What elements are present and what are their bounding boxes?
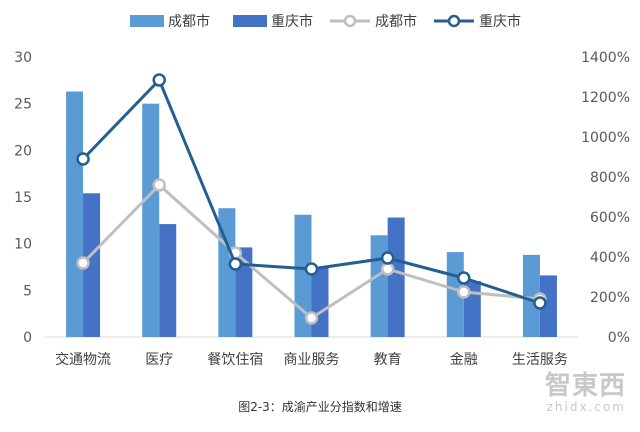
y-left-tick-label: 30 [14, 50, 32, 66]
watermark-main: 智東西 [544, 371, 626, 401]
y-right-tick-label: 800% [590, 170, 630, 186]
legend-label-bar-chongqing: 重庆市 [271, 13, 313, 30]
x-category-label: 金融 [450, 352, 478, 368]
line-point-chengdu [76, 256, 90, 270]
line-point-chongqing [152, 73, 166, 87]
bar-chengdu [142, 103, 160, 338]
chart-area: 0 5 10 15 20 25 30 0% 200% 400% 600% 800% 1000% 1200%… [14, 13, 630, 368]
bar-chengdu [522, 254, 540, 337]
line-point-chongqing [457, 271, 471, 285]
bar-chongqing [83, 193, 101, 337]
line-point-chongqing [533, 296, 547, 310]
bar-chongqing [387, 217, 405, 337]
line-point-chongqing [304, 262, 319, 276]
y-left-tick-label: 25 [14, 97, 32, 113]
watermark-sub: zhidx.com [546, 400, 626, 414]
y-right-tick-label: 600% [590, 210, 630, 226]
x-category-label: 交通物流 [55, 351, 111, 368]
bar-chengdu [370, 235, 388, 337]
line-point-chongqing [76, 152, 90, 166]
bar-chengdu [66, 91, 84, 338]
y-left-tick-label: 15 [14, 190, 32, 206]
legend-label-line-chongqing: 重庆市 [479, 13, 521, 30]
watermark-logo: 智東西 zhidx.com [545, 372, 626, 414]
x-category-label: 餐饮住宿 [207, 351, 263, 368]
line-point-chengdu [304, 311, 319, 325]
legend-swatch-bar-chengdu [130, 15, 164, 27]
line-point-chengdu [457, 285, 471, 299]
x-category-label: 商业服务 [284, 352, 340, 368]
y-right-tick-label: 0% [608, 330, 630, 346]
bar-chongqing [311, 267, 329, 337]
x-category-label: 医疗 [145, 352, 173, 368]
y-left-tick-label: 20 [14, 143, 32, 159]
bar-chongqing [235, 247, 253, 337]
line-point-chengdu [380, 262, 395, 276]
bar-chongqing [539, 275, 557, 337]
y-right-tick-label: 1000% [581, 130, 630, 146]
y-left-tick-label: 5 [23, 283, 32, 299]
figure-caption: 图2-3：成渝产业分指数和增速 [238, 400, 402, 414]
y-right-tick-label: 400% [590, 250, 630, 266]
line-point-chengdu [152, 178, 166, 192]
legend-marker-line-chongqing [447, 14, 461, 28]
legend-label-line-chengdu: 成都市 [375, 13, 417, 30]
bar-chongqing [159, 224, 177, 337]
y-right-tick-label: 1400% [581, 50, 630, 66]
x-category-label: 教育 [374, 352, 402, 368]
legend-label-bar-chengdu: 成都市 [168, 13, 210, 30]
x-category-label: 生活服务 [512, 352, 568, 368]
legend-marker-line-chengdu [343, 14, 357, 28]
line-point-chongqing [380, 251, 395, 265]
y-right-tick-label: 1200% [581, 90, 630, 106]
legend-swatch-bar-chongqing [233, 15, 267, 27]
y-left-tick-label: 10 [14, 237, 32, 253]
line-point-chongqing [228, 257, 243, 271]
y-right-tick-label: 200% [590, 290, 630, 306]
y-left-tick-label: 0 [23, 330, 32, 346]
